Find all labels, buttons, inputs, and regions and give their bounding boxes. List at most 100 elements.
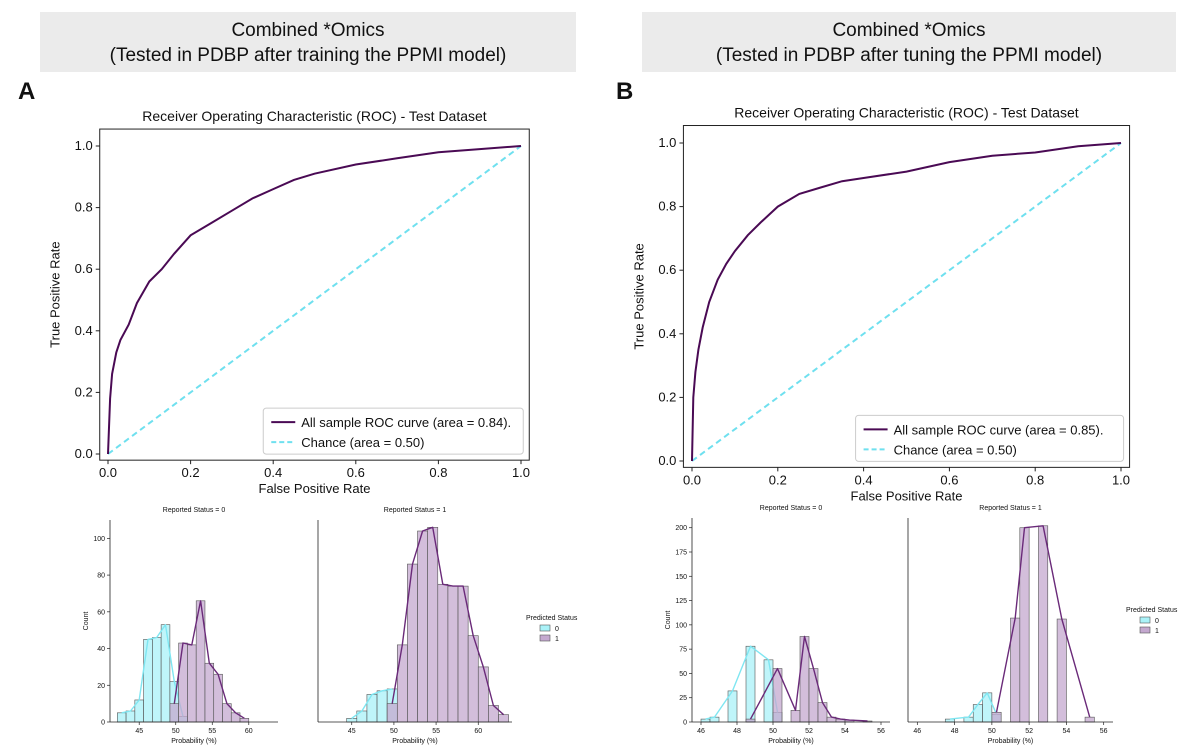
hist-bar-predicted-1 [817, 702, 828, 723]
hist-xtick-label: 46 [913, 728, 921, 735]
hist-xtick-label: 48 [951, 728, 959, 735]
kde-line-predicted-1 [173, 600, 245, 719]
hist-legend-label-0: 0 [555, 626, 559, 633]
roc-xtick-label: 0.0 [683, 472, 701, 487]
roc-ytick-label: 0.4 [658, 326, 676, 341]
hist-legend-label-0: 0 [1155, 618, 1159, 625]
roc-plot-frame [682, 125, 1131, 468]
hist-ytick-label: 80 [97, 573, 105, 580]
hist-xtick-label: 56 [877, 728, 885, 735]
roc-xtick-label: 0.0 [99, 465, 117, 480]
chance-legend-label: Chance (area = 0.50) [894, 442, 1017, 457]
panel-b-letter: B [616, 78, 634, 105]
roc-xtick-label: 0.8 [1026, 472, 1044, 487]
hist-ytick-label: 100 [675, 622, 687, 629]
roc-xtick-label: 1.0 [512, 465, 530, 480]
kde-line-predicted-0 [705, 645, 779, 720]
roc-legend-box [262, 407, 524, 455]
hist-xtick-label: 55 [432, 728, 440, 735]
roc-xtick-label: 0.4 [264, 465, 282, 480]
hist-ytick-label: 100 [93, 536, 105, 543]
hist-title: Reported Status = 1 [979, 505, 1042, 512]
roc-ytick-label: 0.6 [75, 261, 93, 276]
roc-ytick-label: 0.6 [658, 262, 676, 277]
roc-legend-label: All sample ROC curve (area = 0.84). [301, 415, 511, 430]
hist-bar-predicted-1 [790, 710, 801, 723]
hist-title: Reported Status = 0 [163, 507, 226, 514]
hist-xtick-label: 46 [697, 728, 705, 735]
roc-xtick-label: 0.6 [347, 465, 365, 480]
hist-xtick-label: 60 [245, 728, 253, 735]
hist-bar-predicted-0 [152, 637, 162, 723]
hist-bar-predicted-1 [808, 668, 819, 723]
panel-b-header-line2: (Tested in PDBP after tuning the PPMI mo… [715, 45, 1103, 66]
hist-bar-predicted-0 [700, 718, 711, 723]
roc-ytick-label: 0.0 [75, 446, 93, 461]
roc-xtick-label: 0.2 [182, 465, 200, 480]
roc-ylabel: True Positive Rate [48, 241, 63, 347]
roc-ylabel: True Positive Rate [631, 243, 646, 349]
hist-xlabel: Probability (%) [171, 738, 217, 745]
roc-xtick-label: 0.6 [940, 472, 958, 487]
roc-ytick-label: 0.2 [75, 384, 93, 399]
hist-xtick-label: 54 [1063, 728, 1071, 735]
roc-title: Receiver Operating Characteristic (ROC) … [142, 108, 487, 124]
hist-bar-predicted-0 [346, 718, 358, 723]
hist-bar-predicted-1 [213, 673, 223, 723]
hist-xlabel: Probability (%) [988, 738, 1034, 745]
hist-xtick-label: 50 [172, 728, 180, 735]
hist-legend-title: Predicted Status [526, 615, 578, 622]
hist-xlabel: Probability (%) [768, 738, 814, 745]
roc-curve [107, 145, 522, 455]
hist-legend-swatch-0 [1139, 616, 1151, 624]
hist-ytick-label: 50 [679, 671, 687, 678]
panel-a-header: Combined *Omics (Tested in PDBP after tr… [40, 12, 576, 72]
hist-bar-predicted-1 [386, 703, 398, 723]
hist-bar-predicted-0 [143, 639, 153, 723]
hist-bar-predicted-0 [366, 694, 378, 723]
roc-ytick-label: 1.0 [75, 138, 93, 153]
hist-xtick-label: 52 [1025, 728, 1033, 735]
hist-xlabel: Probability (%) [392, 738, 438, 745]
hist-ytick-label: 20 [97, 683, 105, 690]
roc-xlabel: False Positive Rate [851, 488, 963, 503]
roc-xtick-label: 0.4 [855, 472, 873, 487]
hist-legend-swatch-1 [539, 634, 551, 642]
hist-xtick-label: 50 [988, 728, 996, 735]
hist-xtick-label: 48 [733, 728, 741, 735]
hist-xtick-label: 50 [390, 728, 398, 735]
hist-title: Reported Status = 0 [760, 505, 823, 512]
chance-legend-label: Chance (area = 0.50) [301, 435, 424, 450]
chance-line [107, 145, 522, 455]
panel-b-header-line1: Combined *Omics [832, 20, 986, 41]
roc-xtick-label: 0.2 [769, 472, 787, 487]
roc-ytick-label: 0.8 [658, 199, 676, 214]
roc-ytick-label: 0.4 [75, 323, 93, 338]
hist-legend-swatch-0 [539, 624, 551, 632]
hist-ytick-label: 150 [675, 574, 687, 581]
hist-bar-predicted-1 [477, 666, 489, 723]
panel-b-header: Combined *Omics (Tested in PDBP after tu… [642, 12, 1176, 72]
hist-bar-predicted-1 [437, 583, 449, 723]
hist-bar-predicted-0 [125, 710, 136, 723]
hist-legend-label-1: 1 [555, 636, 559, 643]
roc-xlabel: False Positive Rate [259, 481, 371, 496]
hist-ytick-label: 75 [679, 647, 687, 654]
hist-bar-predicted-1 [187, 644, 197, 723]
roc-ytick-label: 1.0 [658, 135, 676, 150]
hist-ytick-label: 25 [679, 695, 687, 702]
hist-legend-label-1: 1 [1155, 628, 1159, 635]
hist-ytick-label: 125 [675, 598, 687, 605]
hist-bar-predicted-1 [396, 644, 408, 723]
hist-bar-predicted-1 [1084, 716, 1095, 723]
kde-line-predicted-0 [351, 688, 393, 719]
hist-title: Reported Status = 1 [384, 507, 447, 514]
hist-bar-predicted-1 [1056, 618, 1067, 723]
kde-line-predicted-0 [121, 624, 184, 717]
chance-line [691, 142, 1122, 462]
hist-ytick-label: 200 [675, 525, 687, 532]
kde-line-predicted-1 [995, 525, 1091, 718]
hist-legend-swatch-1 [1139, 626, 1151, 634]
hist-bar-predicted-1 [498, 714, 509, 723]
